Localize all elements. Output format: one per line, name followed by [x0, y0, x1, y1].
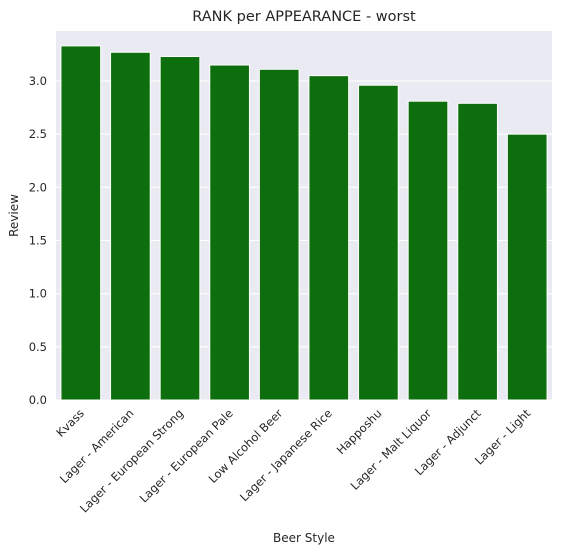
x-tick-label: Happoshu: [334, 406, 385, 457]
chart-title: RANK per APPEARANCE - worst: [192, 9, 416, 25]
bars: [60, 45, 548, 401]
bar: [209, 64, 250, 401]
bar: [358, 84, 399, 401]
bar: [110, 51, 151, 401]
y-tick-label: 3.0: [29, 74, 47, 88]
bar: [258, 68, 300, 401]
x-tick-label: Lager - European Strong: [77, 406, 186, 515]
bar: [407, 100, 449, 401]
y-axis-label: Review: [7, 194, 21, 237]
bar: [159, 56, 201, 401]
y-tick-label: 0.5: [29, 340, 47, 354]
y-axis-ticks: 0.0 0.5 1.0 1.5 2.0 2.5 3.0: [29, 74, 47, 407]
bar: [457, 102, 498, 401]
x-tick-label: Kvass: [53, 406, 87, 440]
bar: [308, 75, 350, 401]
bar: [506, 133, 548, 401]
y-tick-label: 0.0: [29, 393, 47, 407]
y-tick-label: 1.5: [29, 233, 47, 247]
y-tick-label: 1.0: [29, 287, 47, 301]
x-tick-label: Lager - European Pale: [137, 406, 236, 505]
y-tick-label: 2.5: [29, 127, 47, 141]
x-axis-label: Beer Style: [273, 531, 335, 545]
y-tick-label: 2.0: [29, 180, 47, 194]
bar: [60, 45, 102, 401]
x-tick-label: Lager - Japanese Rice: [237, 406, 335, 504]
